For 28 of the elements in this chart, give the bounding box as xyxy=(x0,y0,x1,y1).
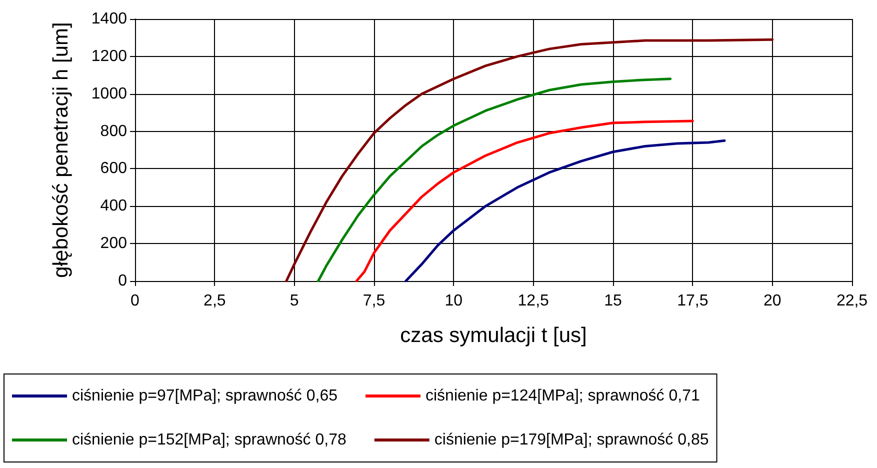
y-tick-label: 400 xyxy=(100,198,128,215)
legend-label: ciśnienie p=124[MPa]; sprawność 0,71 xyxy=(425,388,700,404)
line-series xyxy=(355,120,694,282)
x-axis-title: czas symulacji t [us] xyxy=(400,324,587,347)
y-axis-title: głębokość penetracji h [um] xyxy=(50,22,72,278)
legend-label: ciśnienie p=179[MPa]; sprawność 0,85 xyxy=(434,432,709,448)
y-tick-label: 200 xyxy=(100,235,128,252)
y-tick-label: 800 xyxy=(100,122,128,140)
y-tick-label: 1200 xyxy=(91,48,128,65)
y-tick-label: 1400 xyxy=(91,10,128,28)
line-series xyxy=(285,38,774,282)
x-tick-label: 10 xyxy=(444,292,463,310)
x-tick-label: 22,5 xyxy=(836,292,868,310)
x-tick-label: 5 xyxy=(290,292,299,310)
x-tick-label: 2,5 xyxy=(204,292,226,310)
x-tick-label: 17,5 xyxy=(677,292,708,310)
legend-label: ciśnienie p=97[MPa]; sprawność 0,65 xyxy=(72,388,338,404)
x-tick-label: 0 xyxy=(130,292,140,310)
x-tick-label: 15 xyxy=(604,292,622,310)
y-tick-label: 600 xyxy=(100,160,128,178)
legend-label: ciśnienie p=152[MPa]; sprawność 0,78 xyxy=(72,432,346,448)
y-tick-label: 0 xyxy=(118,272,128,290)
y-tick-label: 1000 xyxy=(91,85,128,102)
x-tick-label: 20 xyxy=(763,292,782,310)
x-tick-label: 7,5 xyxy=(362,292,386,310)
line-series xyxy=(316,78,672,282)
line-series xyxy=(404,139,726,282)
x-tick-label: 12,5 xyxy=(518,292,550,310)
